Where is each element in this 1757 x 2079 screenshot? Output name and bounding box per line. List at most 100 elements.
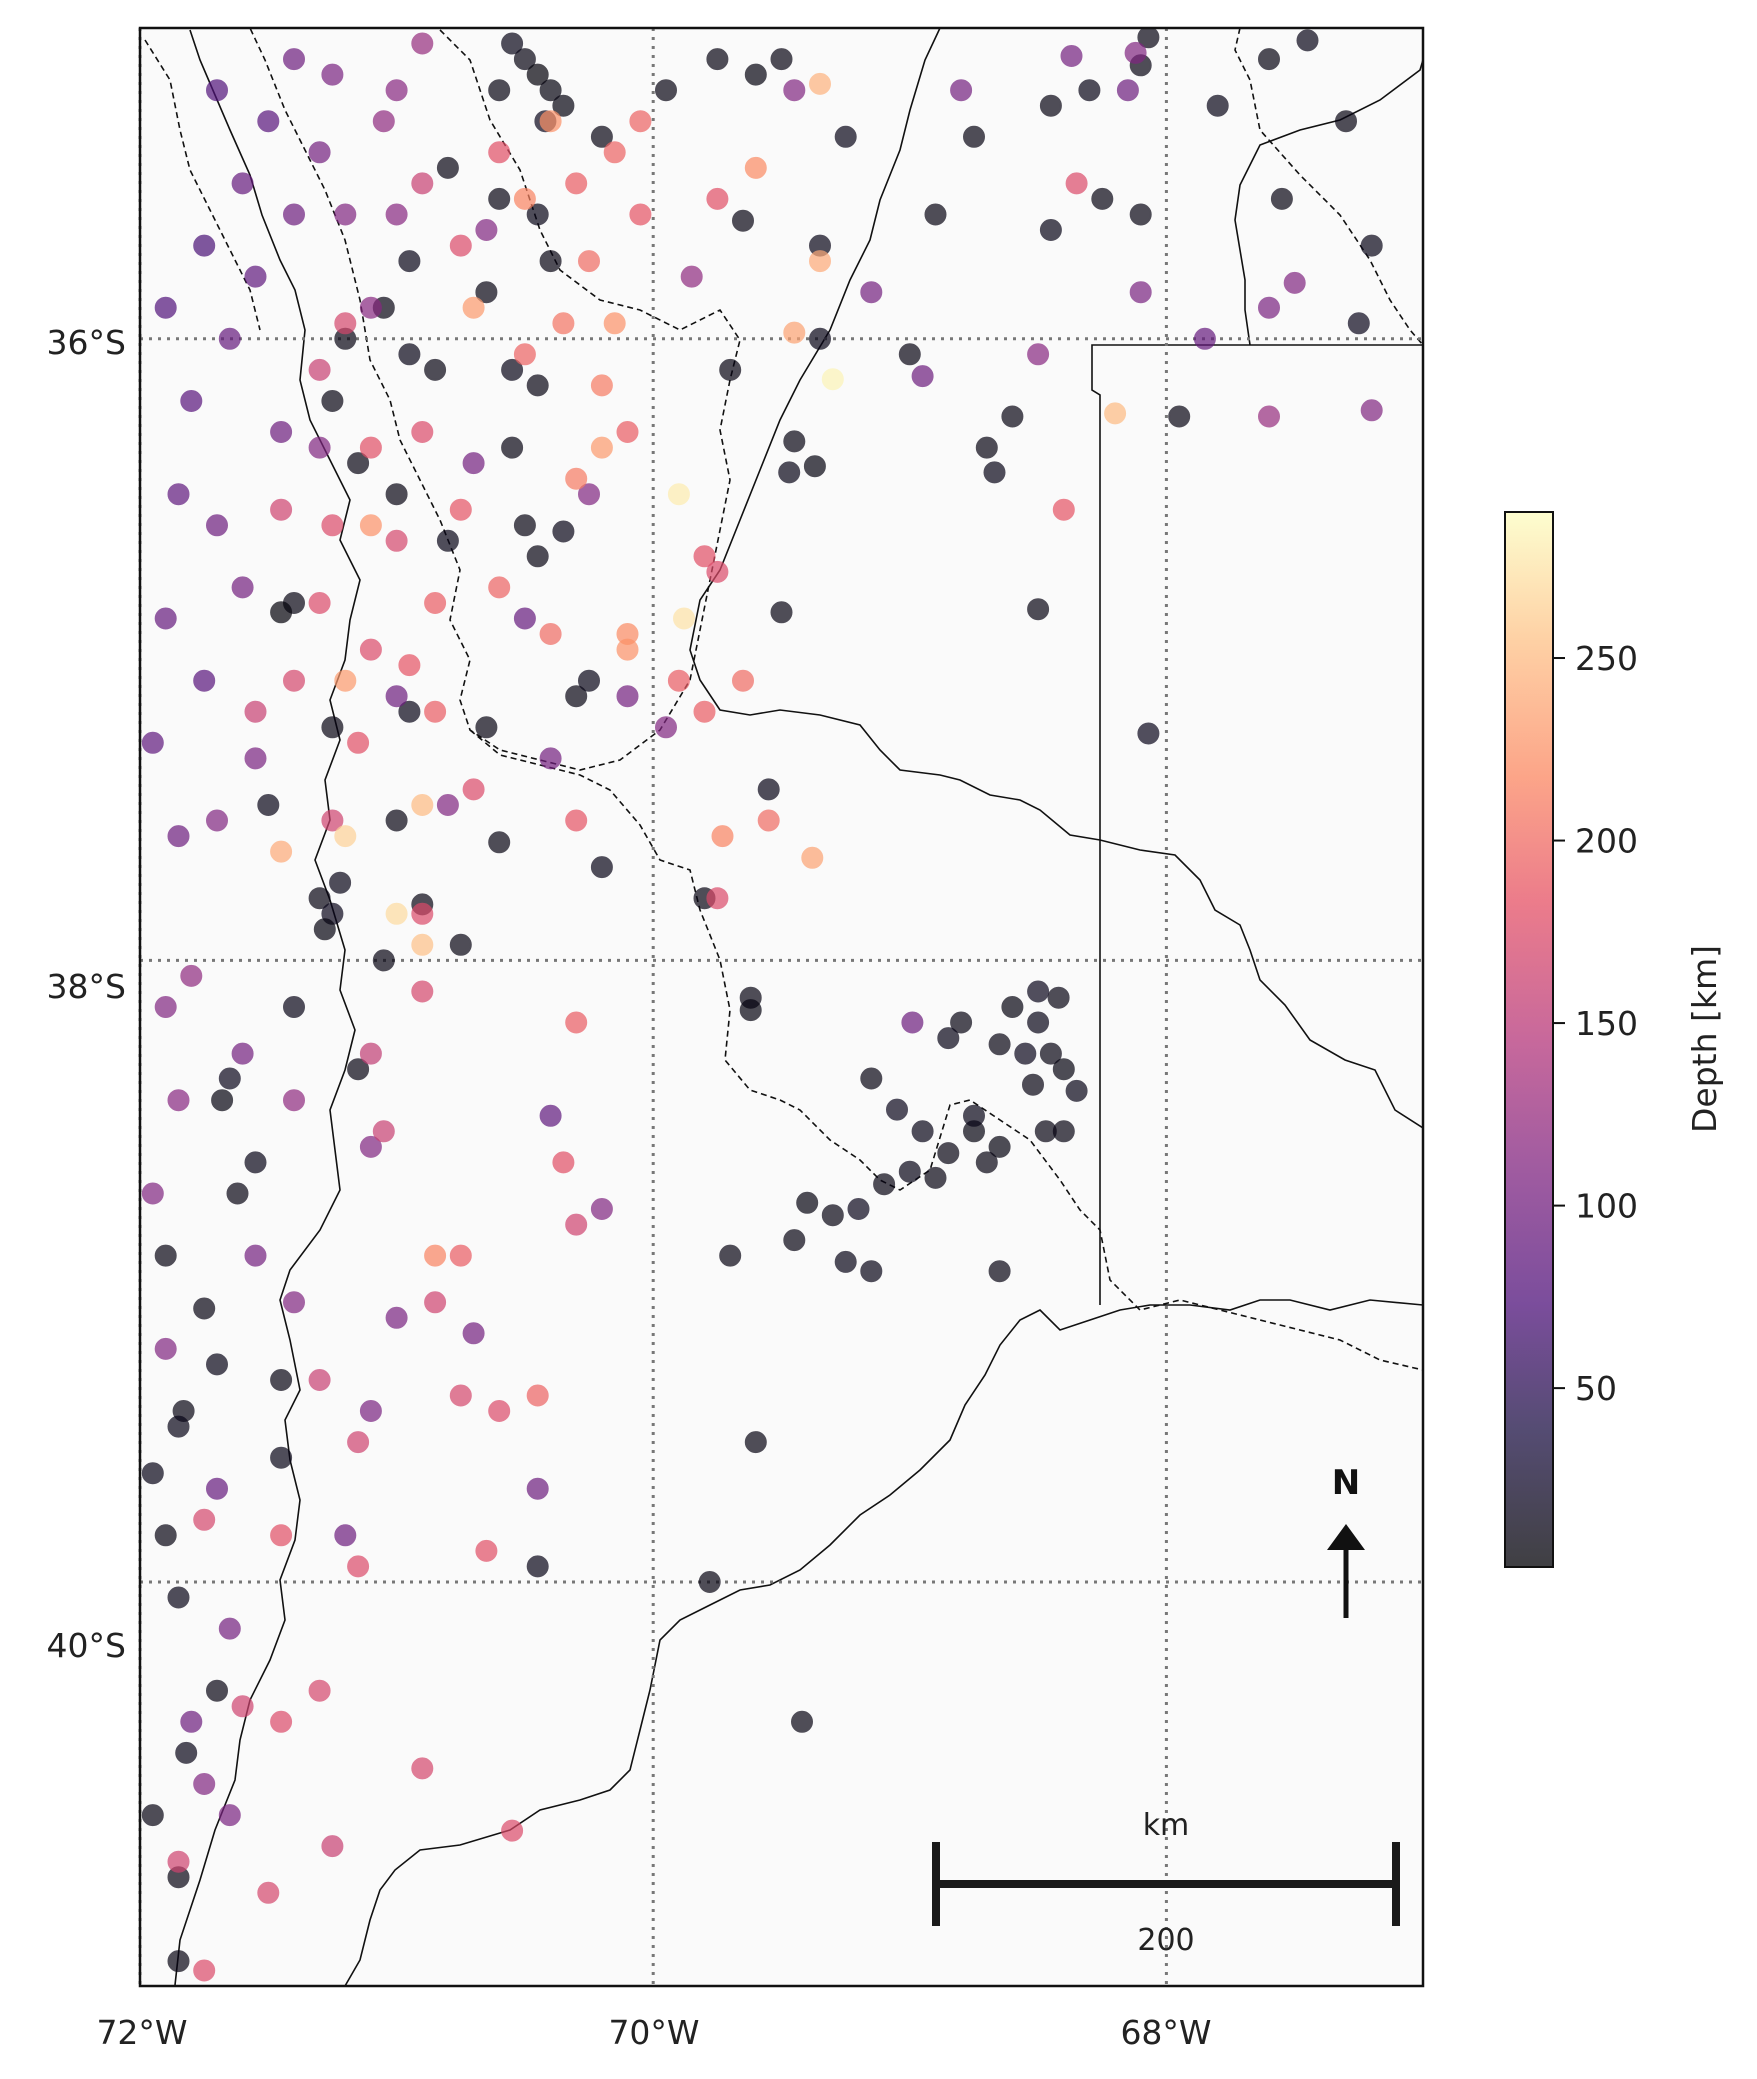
lat-tick-labels: 36°S 38°S 40°S bbox=[47, 323, 126, 1665]
earthquake-point bbox=[539, 747, 562, 770]
earthquake-point bbox=[1091, 187, 1114, 210]
colorbar-tick-label: 250 bbox=[1575, 639, 1638, 678]
earthquake-point bbox=[578, 669, 600, 692]
earthquake-point bbox=[860, 1260, 883, 1283]
earthquake-point bbox=[924, 203, 947, 226]
earthquake-point bbox=[744, 63, 767, 86]
north-arrow-head bbox=[1327, 1524, 1365, 1550]
earthquake-point bbox=[385, 529, 408, 552]
earthquake-point bbox=[1335, 110, 1357, 133]
earthquake-point bbox=[226, 1182, 249, 1205]
colorbar-tick-label: 150 bbox=[1575, 1004, 1638, 1043]
earthquake-point bbox=[270, 1524, 293, 1547]
earthquake-point bbox=[1270, 187, 1293, 210]
earthquake-point bbox=[603, 141, 626, 164]
earthquake-point bbox=[449, 933, 472, 956]
earthquake-point bbox=[1052, 1120, 1075, 1143]
earthquake-point bbox=[770, 48, 793, 71]
earthquake-point bbox=[411, 1757, 434, 1780]
earthquake-point bbox=[167, 1089, 190, 1112]
earthquake-point bbox=[886, 1098, 908, 1121]
earthquake-point bbox=[526, 374, 549, 397]
earthquake-point bbox=[257, 1881, 280, 1904]
earthquake-point bbox=[513, 187, 536, 210]
earthquake-point bbox=[1022, 1073, 1044, 1096]
earthquake-point bbox=[449, 498, 472, 521]
earthquake-point bbox=[180, 964, 203, 987]
earthquake-point bbox=[1258, 48, 1280, 71]
earthquake-point bbox=[1001, 405, 1024, 428]
earthquake-point bbox=[270, 601, 293, 624]
map-background bbox=[140, 28, 1423, 1986]
earthquake-point bbox=[719, 358, 742, 381]
earthquake-point bbox=[983, 461, 1006, 484]
earthquake-points bbox=[141, 28, 1383, 1982]
earthquake-point bbox=[770, 601, 793, 624]
earthquake-point bbox=[308, 887, 331, 910]
north-arrow: N bbox=[1327, 1463, 1365, 1618]
earthquake-point bbox=[501, 358, 524, 381]
earthquake-point bbox=[334, 203, 357, 226]
earthquake-point bbox=[963, 1104, 985, 1127]
earthquake-point bbox=[744, 1431, 767, 1454]
earthquake-point bbox=[937, 1027, 960, 1050]
earthquake-point bbox=[898, 1160, 921, 1183]
earthquake-point bbox=[578, 250, 600, 273]
earthquake-point bbox=[218, 1067, 241, 1090]
earthquake-point bbox=[167, 1950, 190, 1973]
colorbar-ticks: 50 100 150 200 250 bbox=[1553, 639, 1638, 1408]
earthquake-point bbox=[744, 156, 767, 179]
earthquake-point bbox=[552, 312, 575, 335]
earthquake-point bbox=[739, 999, 762, 1022]
earthquake-point bbox=[950, 1011, 973, 1034]
earthquake-point bbox=[141, 1804, 164, 1827]
lat-tick-38: 38°S bbox=[47, 967, 126, 1006]
lat-tick-40: 40°S bbox=[47, 1626, 126, 1665]
earthquake-point bbox=[193, 669, 216, 692]
earthquake-point bbox=[398, 250, 421, 273]
earthquake-point bbox=[347, 731, 370, 754]
earthquake-point bbox=[629, 203, 652, 226]
earthquake-point bbox=[231, 576, 254, 599]
earthquake-point bbox=[526, 1384, 549, 1407]
earthquake-point bbox=[270, 498, 293, 521]
colorbar-gradient bbox=[1505, 512, 1553, 1567]
north-arrow-label: N bbox=[1332, 1463, 1360, 1503]
earthquake-point bbox=[347, 452, 370, 475]
earthquake-point bbox=[539, 623, 562, 645]
earthquake-point bbox=[462, 452, 485, 475]
earthquake-point bbox=[359, 436, 382, 459]
earthquake-point bbox=[449, 234, 472, 257]
earthquake-point bbox=[372, 110, 395, 133]
earthquake-point bbox=[590, 856, 613, 879]
earthquake-point bbox=[1065, 172, 1088, 195]
earthquake-point bbox=[359, 1135, 382, 1158]
earthquake-point bbox=[218, 327, 241, 350]
earthquake-point bbox=[329, 871, 352, 894]
earthquake-point bbox=[1360, 399, 1383, 422]
earthquake-point bbox=[334, 825, 357, 848]
northern-province-line bbox=[1234, 59, 1423, 346]
earthquake-point bbox=[578, 483, 600, 506]
earthquake-point bbox=[898, 343, 921, 366]
earthquake-point bbox=[1027, 598, 1050, 621]
earthquake-point bbox=[1168, 405, 1191, 428]
earthquake-point bbox=[141, 731, 164, 754]
earthquake-point bbox=[1014, 1042, 1037, 1065]
earthquake-point bbox=[539, 1104, 562, 1127]
colorbar-label: Depth [km] bbox=[1685, 945, 1724, 1133]
earthquake-point bbox=[308, 592, 331, 614]
earthquake-point bbox=[385, 483, 408, 506]
earthquake-point bbox=[462, 296, 485, 319]
scale-bar-length: 200 bbox=[1137, 1923, 1194, 1958]
earthquake-point bbox=[244, 1151, 267, 1174]
earthquake-point bbox=[1039, 1042, 1062, 1065]
earthquake-point bbox=[526, 1555, 549, 1578]
earthquake-point bbox=[501, 1819, 524, 1842]
earthquake-point bbox=[321, 716, 344, 739]
earthquake-point bbox=[513, 607, 536, 630]
earthquake-point bbox=[270, 1710, 293, 1733]
colorbar-tick-label: 100 bbox=[1575, 1187, 1638, 1226]
earthquake-point bbox=[719, 1244, 742, 1267]
earthquake-point bbox=[590, 374, 613, 397]
